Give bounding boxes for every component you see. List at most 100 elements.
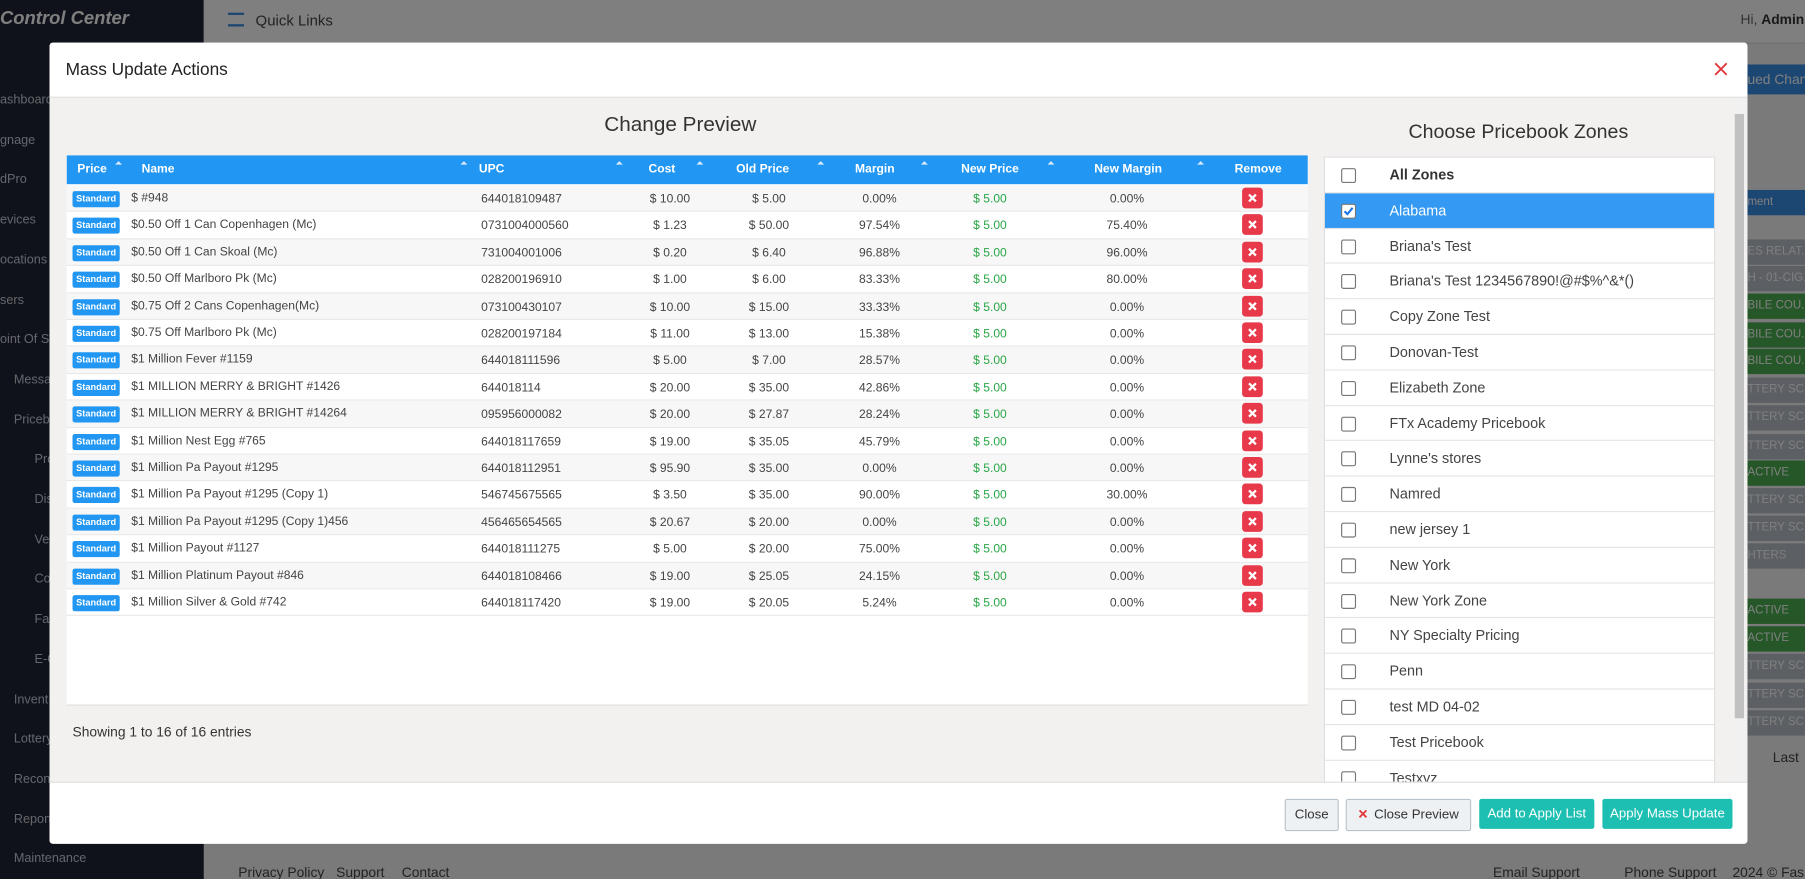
upc: 644018109487 <box>481 192 562 207</box>
zone-row[interactable]: Alabama <box>1324 193 1715 229</box>
zone-row[interactable]: FTx Academy Pricebook <box>1324 405 1715 442</box>
remove-button[interactable] <box>1242 537 1263 559</box>
scroll-thumb[interactable] <box>1734 113 1744 719</box>
checkbox[interactable] <box>1341 168 1357 184</box>
zone-label: Lynne's stores <box>1389 450 1482 467</box>
checkbox[interactable] <box>1341 699 1357 715</box>
checkbox[interactable] <box>1341 238 1357 254</box>
zone-row[interactable]: Testxyz <box>1324 760 1715 782</box>
margin: 42.86% <box>858 380 900 395</box>
new-margin: 0.00% <box>1109 407 1145 422</box>
checkbox[interactable] <box>1341 309 1357 325</box>
column-header[interactable]: UPC <box>478 162 505 177</box>
checkbox[interactable] <box>1341 664 1357 680</box>
checkbox[interactable] <box>1341 770 1357 782</box>
remove-button[interactable] <box>1242 564 1263 586</box>
new-price: $ 5.00 <box>973 407 1007 422</box>
check-icon <box>1343 206 1354 216</box>
old-price: $ 20.00 <box>748 542 790 557</box>
checkbox[interactable] <box>1341 558 1357 574</box>
table-row: Standard $1 Million Payout #1127 644018111… <box>66 535 1308 563</box>
close-button[interactable]: Close <box>1284 798 1339 832</box>
zone-row[interactable]: All Zones <box>1324 157 1715 194</box>
zone-row[interactable]: new jersey 1 <box>1324 512 1715 548</box>
zone-row[interactable]: Briana's Test 1234567890!@#$%^&*() <box>1324 264 1715 300</box>
product-name: $1 Million Silver & Gold #742 <box>131 595 287 609</box>
cost: $ 5.00 <box>653 542 687 557</box>
cost: $ 20.67 <box>649 515 691 530</box>
remove-button[interactable] <box>1242 430 1263 451</box>
zone-row[interactable]: test MD 04-02 <box>1324 689 1715 725</box>
modal-header: Mass Update Actions <box>49 42 1748 98</box>
checkbox[interactable] <box>1341 345 1357 361</box>
remove-button[interactable] <box>1242 457 1263 478</box>
zone-row[interactable]: Lynne's stores <box>1324 441 1715 477</box>
checkbox[interactable] <box>1341 522 1357 538</box>
remove-button[interactable] <box>1242 403 1263 424</box>
zone-row[interactable]: Copy Zone Test <box>1324 299 1715 335</box>
checkbox[interactable] <box>1341 203 1357 219</box>
column-header[interactable]: New Price <box>961 162 1019 177</box>
price-badge: Standard <box>72 406 120 423</box>
new-margin: 80.00% <box>1106 273 1148 287</box>
product-name: $0.75 Off Marlboro Pk (Mc) <box>131 325 277 340</box>
remove-button[interactable] <box>1242 376 1263 397</box>
upc: 644018108466 <box>481 569 562 584</box>
x-icon <box>1248 490 1257 499</box>
table-row: Standard $0.75 Off Marlboro Pk (Mc) 028200… <box>66 320 1308 347</box>
remove-button[interactable] <box>1242 187 1263 209</box>
zone-label: Briana's Test 1234567890!@#$%^&*() <box>1389 273 1635 290</box>
close-preview-button[interactable]: Close Preview <box>1345 798 1472 832</box>
column-header[interactable]: Price <box>77 162 107 177</box>
column-header[interactable]: Margin <box>855 162 895 177</box>
cost: $ 3.50 <box>653 488 687 503</box>
remove-button[interactable] <box>1242 510 1263 532</box>
new-margin: 0.00% <box>1109 353 1145 368</box>
checkbox[interactable] <box>1341 487 1357 503</box>
checkbox[interactable] <box>1341 274 1357 290</box>
checkbox[interactable] <box>1341 416 1357 432</box>
checkbox[interactable] <box>1341 380 1357 396</box>
remove-button[interactable] <box>1242 349 1263 370</box>
zone-row[interactable]: Elizabeth Zone <box>1324 370 1715 406</box>
zone-label: All Zones <box>1389 166 1455 184</box>
remove-button[interactable] <box>1242 295 1263 317</box>
zone-row[interactable]: NY Specialty Pricing <box>1324 618 1715 655</box>
zone-label: Testxyz <box>1389 769 1438 782</box>
zone-row[interactable]: Penn <box>1324 654 1715 690</box>
price-badge: Standard <box>72 487 120 504</box>
checkbox[interactable] <box>1341 451 1357 467</box>
remove-button[interactable] <box>1242 591 1263 613</box>
checkbox[interactable] <box>1341 735 1357 751</box>
zone-row[interactable]: New York Zone <box>1324 583 1715 619</box>
product-name: $0.50 Off 1 Can Skoal (Mc) <box>131 244 278 259</box>
table-row: Standard $1 Million Pa Payout #1295 (Copy… <box>66 508 1308 536</box>
apply-button[interactable]: Apply Mass Update <box>1602 798 1733 829</box>
zone-row[interactable]: Namred <box>1324 476 1715 513</box>
remove-button[interactable] <box>1242 214 1263 236</box>
column-header[interactable]: Old Price <box>736 162 790 177</box>
close-icon[interactable] <box>1714 62 1728 76</box>
modal-footer: Close Close Preview Add to Apply List Ap… <box>49 781 1748 844</box>
zone-row[interactable]: New York <box>1324 547 1715 584</box>
add-button[interactable]: Add to Apply List <box>1479 798 1595 829</box>
column-header[interactable]: New Margin <box>1094 162 1163 177</box>
remove-button[interactable] <box>1242 268 1263 290</box>
new-margin: 0.00% <box>1109 434 1145 449</box>
table-row: Standard $ #948 644018109487 $ 10.00 $ 5.00 0… <box>66 185 1308 213</box>
checkbox[interactable] <box>1341 628 1357 644</box>
zone-row[interactable]: Donovan-Test <box>1324 334 1715 371</box>
new-margin: 96.00% <box>1106 246 1148 260</box>
table-row: Standard $0.50 Off 1 Can Skoal (Mc) 731004… <box>66 239 1308 267</box>
remove-button[interactable] <box>1242 322 1263 344</box>
upc: 095956000082 <box>481 407 562 422</box>
checkbox[interactable] <box>1341 593 1357 609</box>
zone-row[interactable]: Briana's Test <box>1324 228 1715 265</box>
zone-row[interactable]: Test Pricebook <box>1324 724 1715 761</box>
sort-icon <box>615 161 623 165</box>
column-header[interactable]: Name <box>141 162 175 177</box>
remove-button[interactable] <box>1242 483 1263 505</box>
column-header[interactable]: Cost <box>648 162 676 177</box>
column-header[interactable]: Remove <box>1234 162 1282 177</box>
remove-button[interactable] <box>1242 241 1263 263</box>
